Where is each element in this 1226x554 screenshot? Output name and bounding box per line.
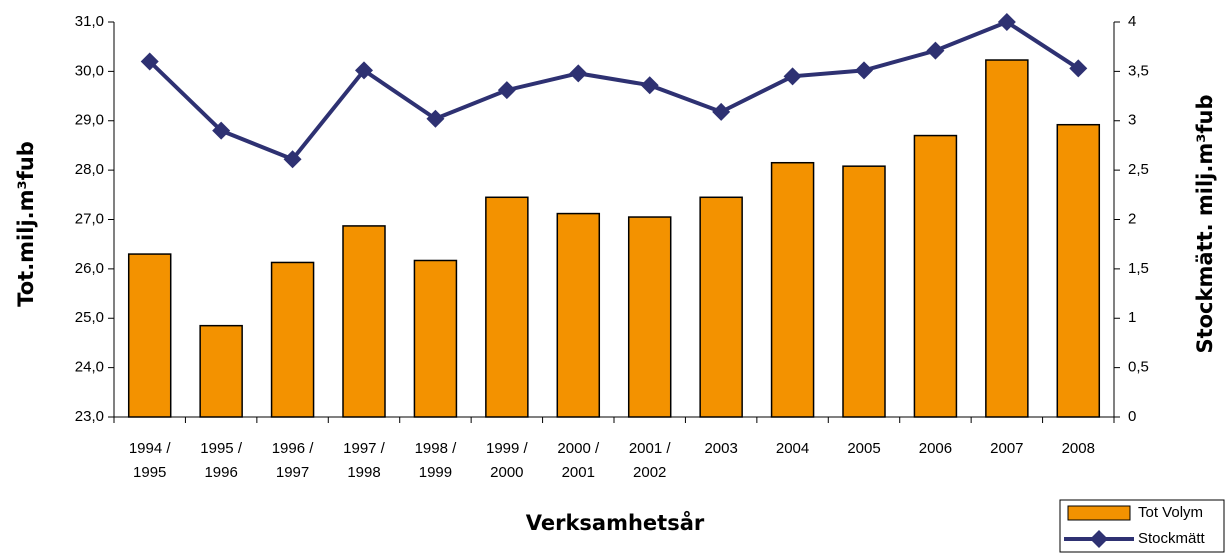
y-tick-label: 25,0 <box>75 309 104 326</box>
bar <box>985 59 1029 418</box>
marker <box>140 52 159 71</box>
y-tick-label: 31,0 <box>75 13 104 30</box>
marker <box>212 121 231 140</box>
y-tick-label: 23,0 <box>75 408 104 425</box>
bar <box>127 253 172 418</box>
x-tick-label: 1997 /1998 <box>343 440 386 481</box>
legend-marker <box>1090 530 1108 548</box>
y2-tick-label: 2 <box>1128 210 1136 227</box>
x-tick-label: 2008 <box>1062 440 1095 457</box>
x-tick-label: 2000 /2001 <box>557 440 600 481</box>
marker <box>926 41 945 60</box>
y2-tick-label: 3 <box>1128 112 1136 129</box>
marker <box>855 61 873 80</box>
y2-tick-label: 0,5 <box>1128 359 1149 376</box>
marker <box>640 76 659 95</box>
bar <box>270 261 315 418</box>
bar <box>485 196 529 418</box>
legend-swatch <box>1067 505 1131 521</box>
bar <box>770 161 815 418</box>
bar <box>913 134 958 418</box>
y2-tick-label: 1 <box>1128 309 1136 326</box>
bar <box>699 196 743 418</box>
y2-tick-label: 2,5 <box>1128 161 1149 178</box>
x-tick-label: 2005 <box>847 440 880 457</box>
marker <box>997 13 1016 31</box>
x-tick-label: 1999 /2000 <box>486 440 529 481</box>
y-tick-label: 26,0 <box>75 260 104 277</box>
marker <box>1069 59 1088 78</box>
marker <box>355 61 373 80</box>
bar <box>413 259 458 418</box>
marker <box>426 109 445 128</box>
legend-label: Stockmätt <box>1138 530 1206 547</box>
bar <box>199 324 243 418</box>
x-tick-label: 2003 <box>704 440 737 457</box>
x-tick-label: 1994 /1995 <box>129 440 172 481</box>
marker <box>783 67 802 86</box>
marker <box>569 64 588 83</box>
y2-tick-label: 3,5 <box>1128 62 1149 79</box>
y-axis-label: Tot.milj.m³fub <box>14 141 38 307</box>
x-tick-label: 1998 /1999 <box>415 440 458 481</box>
y-tick-label: 24,0 <box>75 359 104 376</box>
y-tick-label: 30,0 <box>75 62 104 79</box>
y2-tick-label: 4 <box>1128 13 1136 30</box>
marker <box>712 102 731 121</box>
bar <box>842 165 886 418</box>
x-axis-label: Verksamhetsår <box>526 510 705 535</box>
marker <box>497 81 516 100</box>
y-tick-label: 27,0 <box>75 210 104 227</box>
x-tick-label: 2006 <box>919 440 952 457</box>
x-tick-label: 1995 /1996 <box>200 440 243 481</box>
x-tick-label: 2007 <box>990 440 1023 457</box>
marker <box>283 150 302 169</box>
x-tick-label: 2001 /2002 <box>629 440 672 481</box>
y2-tick-label: 1,5 <box>1128 260 1149 277</box>
line <box>148 19 1080 162</box>
bar <box>627 216 672 418</box>
y2-axis-label: Stockmätt. milj.m³fub <box>1193 94 1217 353</box>
x-tick-label: 2004 <box>776 440 809 457</box>
bar <box>342 225 386 418</box>
y-tick-label: 28,0 <box>75 161 104 178</box>
legend-label: Tot Volym <box>1138 504 1203 521</box>
bar <box>556 212 601 418</box>
x-tick-label: 1996 /1997 <box>272 440 315 481</box>
y-tick-label: 29,0 <box>75 112 104 129</box>
y2-tick-label: 0 <box>1128 408 1136 425</box>
bar <box>1056 123 1101 418</box>
